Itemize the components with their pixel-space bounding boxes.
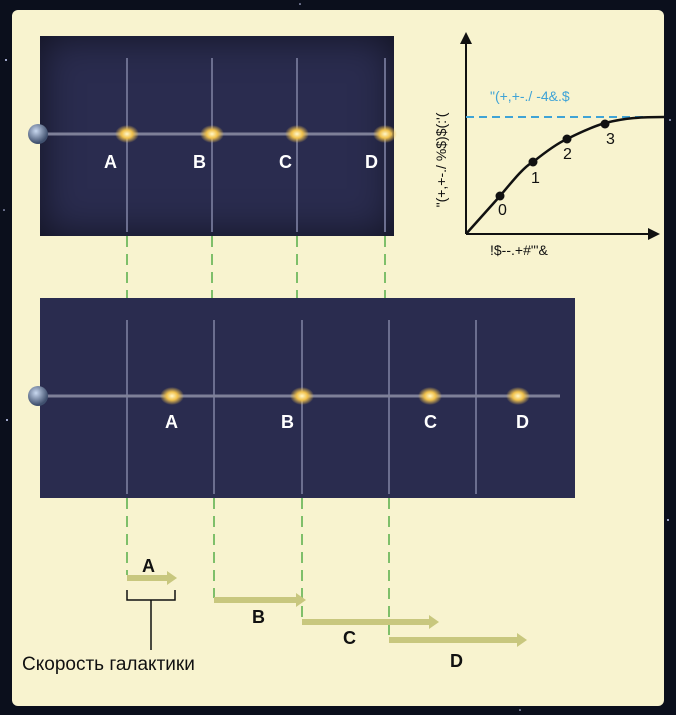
- galaxy-icon: [290, 387, 314, 405]
- earth-icon: [28, 386, 48, 406]
- galaxy-icon: [373, 125, 397, 143]
- velocity-label-c: C: [343, 628, 356, 648]
- graph-point-label-0: 0: [498, 202, 507, 219]
- galaxy-icon: [506, 387, 530, 405]
- top-galaxy-label-d: D: [365, 152, 378, 172]
- graph-point-label-3: 3: [606, 131, 615, 148]
- top-galaxy-label-a: A: [104, 152, 117, 172]
- top-galaxy-label-c: C: [279, 152, 292, 172]
- galaxy-icon: [200, 125, 224, 143]
- bottom-galaxy-label-b: B: [281, 412, 294, 432]
- graph-y-label: "(+,+-./ %$)$(:'(: [433, 112, 449, 208]
- distance-velocity-graph: [460, 32, 665, 240]
- guide-lines: [126, 236, 390, 640]
- graph-x-label: !$--.+#"'&: [490, 242, 548, 258]
- bottom-galaxy-label-d: D: [516, 412, 529, 432]
- top-galaxy-label-b: B: [193, 152, 206, 172]
- bottom-galaxy-label-a: A: [165, 412, 178, 432]
- graph-point-label-2: 2: [563, 146, 572, 163]
- velocity-arrows: [127, 571, 527, 647]
- bottom-galaxy-label-c: C: [424, 412, 437, 432]
- graph-point-label-1: 1: [531, 170, 540, 187]
- graph-point: [600, 119, 610, 129]
- velocity-label-b: B: [252, 607, 265, 627]
- graph-point: [528, 157, 538, 167]
- galaxy-icon: [418, 387, 442, 405]
- velocity-label-a: A: [142, 556, 155, 576]
- graph-point: [495, 191, 505, 201]
- galaxy-icon: [115, 125, 139, 143]
- galaxy-icon: [160, 387, 184, 405]
- earth-icon: [28, 124, 48, 144]
- graph-point: [562, 134, 572, 144]
- galaxy-icon: [285, 125, 309, 143]
- velocity-label-d: D: [450, 651, 463, 671]
- speed-bracket: [126, 590, 176, 650]
- galaxy-speed-caption: Скорость галактики: [22, 654, 195, 675]
- graph-dashed-label: "(+,+-./ -4&.$: [490, 88, 570, 104]
